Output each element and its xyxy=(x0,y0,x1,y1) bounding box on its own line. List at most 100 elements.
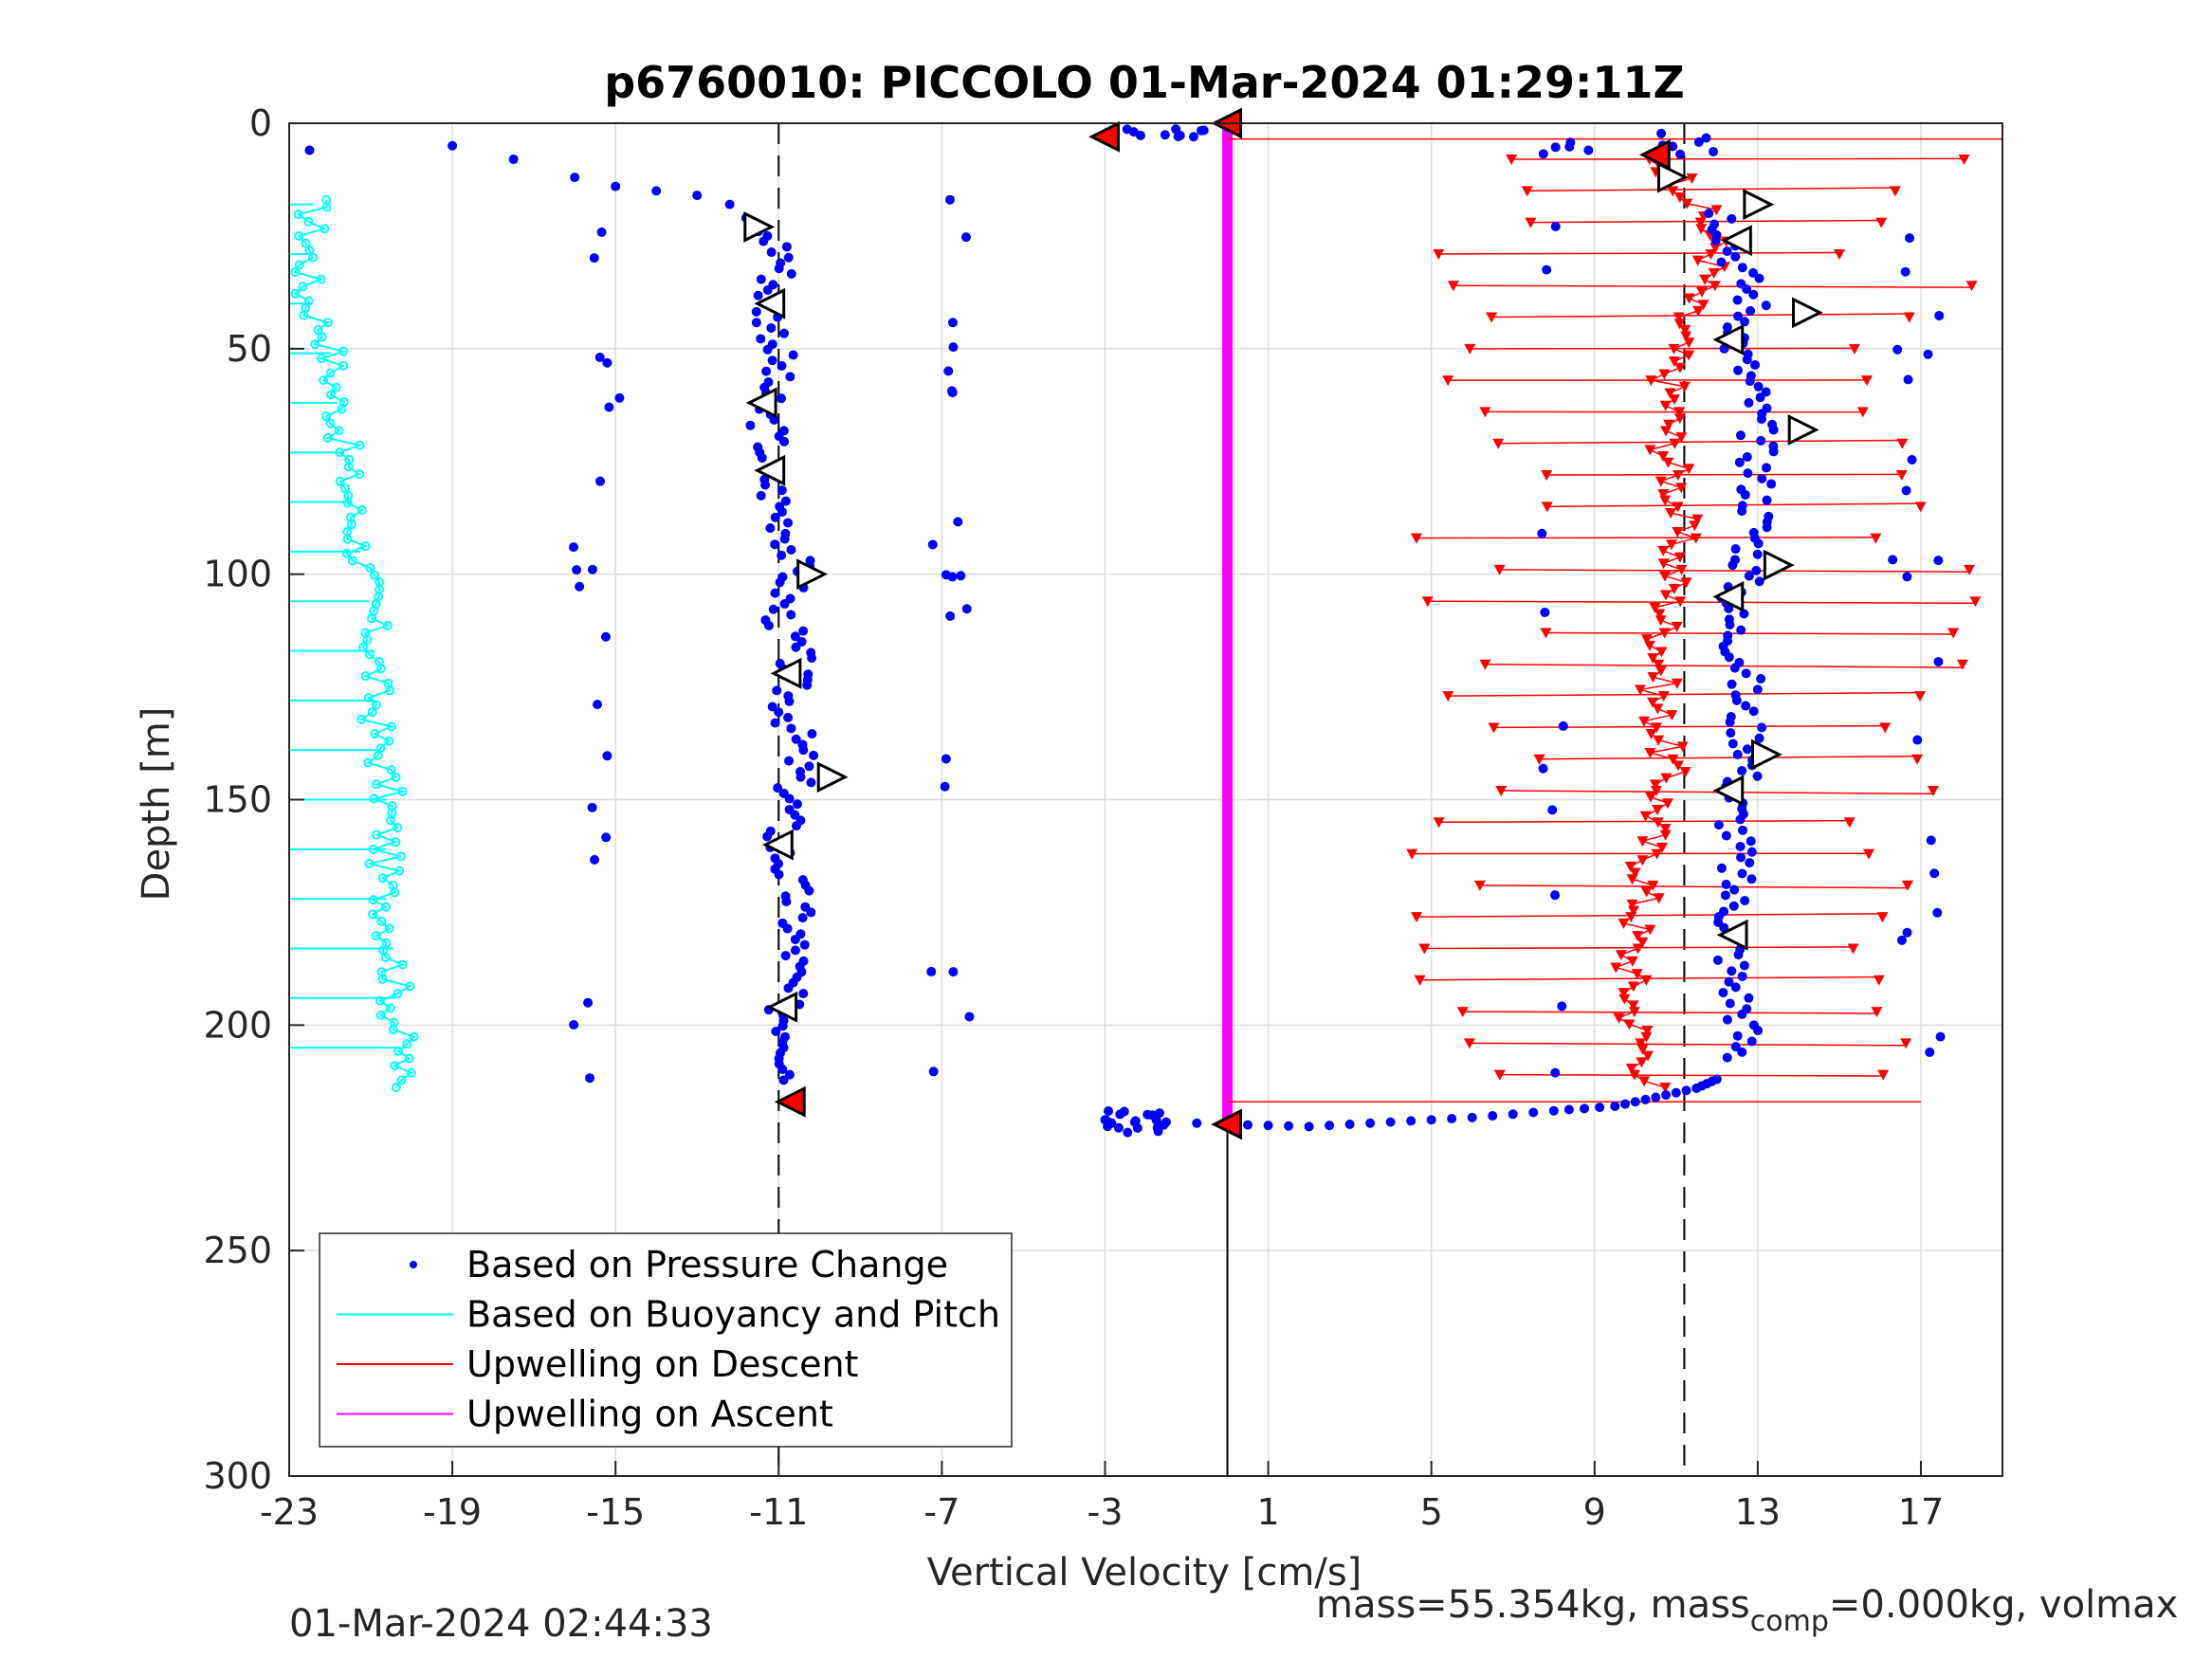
upwelling-descent-marker xyxy=(1958,155,1970,166)
upwelling-descent-marker xyxy=(1618,918,1630,929)
upwelling-descent-marker xyxy=(1627,981,1639,993)
footer-timestamp: 01-Mar-2024 02:44:33 xyxy=(289,1602,713,1646)
buoyancy-pitch-point xyxy=(375,664,386,674)
pressure-change-point xyxy=(775,577,785,588)
highlight-triangle-marker xyxy=(1638,138,1671,171)
upwelling-descent-spike xyxy=(1539,756,1918,760)
pressure-change-point xyxy=(651,186,662,196)
pressure-change-point xyxy=(1175,130,1185,140)
pressure-change-point xyxy=(1716,257,1727,267)
buoyancy-pitch-point xyxy=(347,556,357,566)
buoyancy-pitch-point xyxy=(409,1031,419,1042)
pressure-change-point xyxy=(782,923,793,934)
pressure-change-point xyxy=(1755,392,1765,403)
pressure-change-point xyxy=(1730,544,1741,555)
pressure-change-point xyxy=(1675,149,1686,159)
pressure-change-point xyxy=(926,966,937,976)
pressure-change-point xyxy=(1719,922,1729,933)
pressure-change-point xyxy=(1757,722,1767,733)
pressure-change-point xyxy=(1754,733,1764,743)
buoyancy-pitch-point xyxy=(393,989,403,999)
pressure-change-point xyxy=(1304,1121,1314,1132)
y-axis-label: Depth [m] xyxy=(135,707,178,902)
pressure-change-point xyxy=(773,783,783,793)
upwelling-descent-marker xyxy=(1533,754,1545,765)
upwelling-descent-marker xyxy=(1640,634,1653,646)
descent-triangle-marker xyxy=(796,558,829,591)
x-axis-label: Vertical Velocity [cm/s] xyxy=(927,1551,1362,1595)
ascent-triangle-marker xyxy=(1712,323,1745,356)
upwelling-descent-marker xyxy=(1668,583,1680,594)
pressure-change-point xyxy=(779,599,790,610)
upwelling-descent-marker xyxy=(1653,893,1665,904)
buoyancy-pitch-point xyxy=(387,721,397,732)
upwelling-descent-spike xyxy=(1498,439,1903,445)
pressure-change-point xyxy=(745,420,756,430)
pressure-change-point xyxy=(943,366,954,376)
buoyancy-pitch-point xyxy=(391,837,401,848)
upwelling-descent-marker xyxy=(1889,186,1901,197)
upwelling-descent-marker xyxy=(1479,659,1491,670)
buoyancy-pitch-point xyxy=(293,210,303,220)
pressure-change-point xyxy=(1907,454,1917,465)
upwelling-descent-marker xyxy=(1473,880,1486,891)
upwelling-descent-spike xyxy=(1493,724,1886,729)
upwelling-descent-marker xyxy=(1686,173,1698,185)
ascent-triangle-marker xyxy=(761,829,794,861)
pressure-change-point xyxy=(781,242,792,252)
buoyancy-pitch-point xyxy=(385,1003,395,1013)
upwelling-descent-marker xyxy=(1691,255,1704,266)
pressure-change-point xyxy=(594,352,605,362)
pressure-change-point xyxy=(762,831,773,842)
buoyancy-pitch-point xyxy=(367,707,377,718)
upwelling-descent-marker xyxy=(1456,1007,1469,1018)
pressure-change-point xyxy=(1712,955,1723,965)
pressure-change-point xyxy=(1752,684,1763,695)
pressure-change-point xyxy=(1733,311,1744,321)
pressure-change-point xyxy=(692,191,703,201)
buoyancy-pitch-point xyxy=(386,765,396,775)
pressure-change-point xyxy=(590,854,600,865)
upwelling-descent-marker xyxy=(1676,741,1689,753)
upwelling-descent-marker xyxy=(1647,672,1659,684)
upwelling-descent-marker xyxy=(1433,817,1445,829)
upwelling-descent-marker xyxy=(1911,754,1924,765)
legend-label: Upwelling on Ascent xyxy=(466,1394,833,1435)
upwelling-descent-marker xyxy=(1843,817,1856,829)
pressure-change-point xyxy=(799,939,810,950)
buoyancy-pitch-point xyxy=(338,346,349,356)
upwelling-descent-spike xyxy=(1438,251,1840,255)
pressure-change-point xyxy=(1467,1112,1477,1122)
buoyancy-pitch-point xyxy=(396,851,407,862)
upwelling-descent-marker xyxy=(1657,451,1670,463)
pressure-change-point xyxy=(1538,149,1548,159)
pressure-change-point xyxy=(751,318,761,328)
pressure-change-point xyxy=(1188,132,1198,142)
pressure-change-point xyxy=(948,342,959,353)
upwelling-descent-marker xyxy=(1679,767,1691,778)
buoyancy-pitch-point xyxy=(307,252,318,263)
buoyancy-pitch-point xyxy=(310,339,320,350)
upwelling-descent-marker xyxy=(1668,356,1680,368)
pressure-change-point xyxy=(1733,950,1744,960)
upwelling-descent-marker xyxy=(1969,596,1982,608)
chart-title: p6760010: PICCOLO 01-Mar-2024 01:29:11Z xyxy=(604,57,1685,108)
pressure-change-point xyxy=(1725,717,1735,727)
reference-lines xyxy=(777,123,1686,1476)
upwelling-descent-marker xyxy=(1658,571,1671,582)
pressure-change-point xyxy=(587,564,597,574)
buoyancy-pitch-point xyxy=(372,700,382,710)
pressure-change-point xyxy=(1741,701,1751,711)
upwelling-descent-marker xyxy=(1626,899,1638,910)
upwelling-descent-marker xyxy=(1647,653,1659,665)
upwelling-descent-marker xyxy=(1673,760,1685,772)
upwelling-descent-marker xyxy=(1673,362,1686,374)
upwelling-descent-marker xyxy=(1690,533,1702,544)
upwelling-descent-marker xyxy=(1631,969,1643,980)
pressure-change-point xyxy=(751,306,761,317)
pressure-change-point xyxy=(786,268,796,279)
buoyancy-pitch-point xyxy=(390,1061,400,1071)
buoyancy-pitch-point xyxy=(331,382,341,392)
buoyancy-pitch-point xyxy=(316,274,326,284)
upwelling-descent-spike xyxy=(1545,631,1954,635)
